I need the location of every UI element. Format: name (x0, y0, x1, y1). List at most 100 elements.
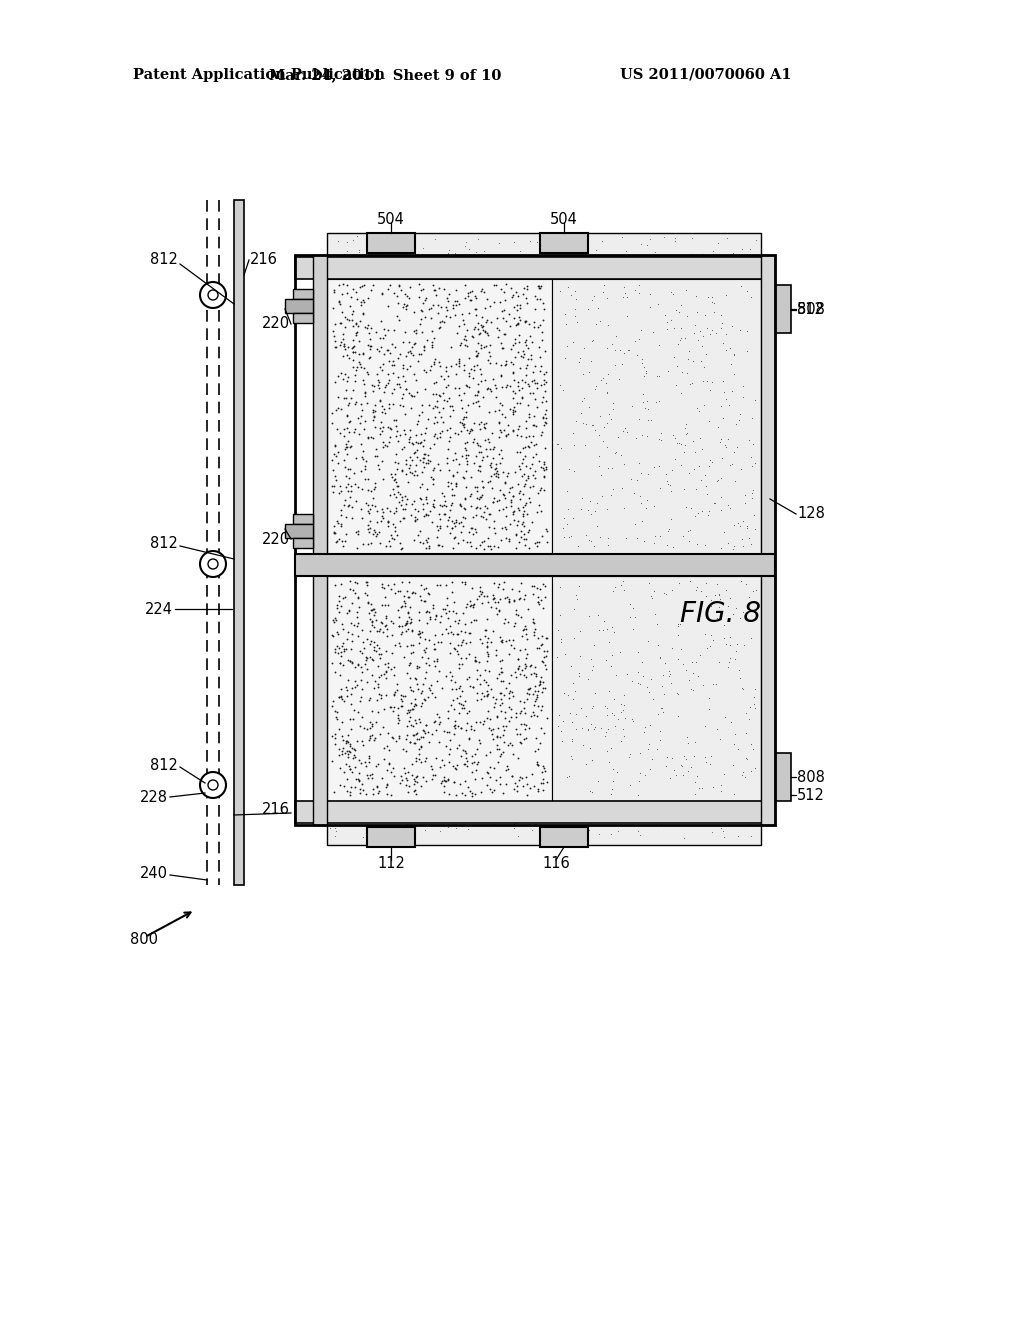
Point (659, 247, 676, 268)
Point (434, 771, 451, 792)
Point (589, 515, 605, 536)
Point (473, 768, 489, 789)
Point (385, 378, 401, 399)
Point (479, 649, 496, 671)
Point (378, 375, 394, 396)
Point (400, 331, 417, 352)
Point (364, 280, 380, 301)
Point (336, 495, 352, 516)
Point (377, 376, 393, 397)
Point (532, 634, 549, 655)
Point (507, 383, 523, 404)
Point (530, 337, 547, 358)
Point (457, 359, 473, 380)
Point (447, 672, 464, 693)
Point (364, 763, 380, 784)
Point (467, 805, 483, 826)
Point (451, 735, 467, 756)
Point (536, 260, 552, 281)
Point (596, 417, 612, 438)
Point (467, 768, 483, 789)
Point (519, 337, 536, 358)
Point (469, 345, 485, 366)
Text: 812: 812 (151, 252, 178, 267)
Point (407, 334, 423, 355)
Point (371, 232, 387, 253)
Point (501, 591, 517, 612)
Point (380, 594, 396, 615)
Point (642, 409, 658, 430)
Point (587, 682, 603, 704)
Point (476, 321, 493, 342)
Point (538, 362, 554, 383)
Point (531, 347, 548, 368)
Point (536, 414, 552, 436)
Point (420, 504, 436, 525)
Point (369, 620, 385, 642)
Point (590, 260, 606, 281)
Point (525, 405, 542, 426)
Point (670, 705, 686, 726)
Point (449, 623, 465, 644)
Point (357, 649, 374, 671)
Point (591, 619, 607, 640)
Point (413, 696, 429, 717)
Point (433, 632, 450, 653)
Point (461, 521, 477, 543)
Point (516, 692, 532, 713)
Point (539, 627, 555, 648)
Point (340, 367, 356, 388)
Point (455, 630, 471, 651)
Point (703, 589, 720, 610)
Text: 504: 504 (550, 211, 578, 227)
Point (509, 300, 525, 321)
Point (596, 814, 612, 836)
Point (680, 733, 696, 754)
Point (344, 762, 360, 783)
Point (521, 492, 538, 513)
Point (492, 774, 508, 795)
Point (380, 656, 396, 677)
Point (535, 387, 551, 408)
Point (469, 738, 485, 759)
Point (353, 669, 370, 690)
Point (488, 308, 505, 329)
Point (535, 677, 551, 698)
Point (418, 747, 434, 768)
Point (356, 374, 373, 395)
Point (359, 593, 376, 614)
Point (501, 528, 517, 549)
Point (468, 346, 484, 367)
Point (703, 371, 720, 392)
Point (520, 313, 537, 334)
Point (505, 744, 521, 766)
Point (504, 578, 520, 599)
Point (505, 503, 521, 524)
Point (726, 343, 742, 364)
Point (355, 418, 372, 440)
Point (454, 653, 470, 675)
Point (327, 523, 343, 544)
Point (738, 747, 755, 768)
Point (367, 477, 383, 498)
Point (523, 371, 540, 392)
Point (538, 399, 554, 420)
Point (414, 395, 430, 416)
Point (669, 682, 685, 704)
Point (670, 801, 686, 822)
Point (479, 325, 496, 346)
Bar (295, 801, 775, 822)
Point (614, 354, 631, 375)
Point (620, 286, 636, 308)
Point (560, 684, 577, 705)
Point (476, 416, 493, 437)
Point (635, 384, 651, 405)
Point (423, 251, 439, 272)
Point (718, 388, 734, 409)
Point (432, 422, 449, 444)
Point (697, 751, 714, 772)
Point (335, 449, 351, 470)
Point (330, 385, 346, 407)
Point (415, 238, 431, 259)
Point (473, 470, 489, 491)
